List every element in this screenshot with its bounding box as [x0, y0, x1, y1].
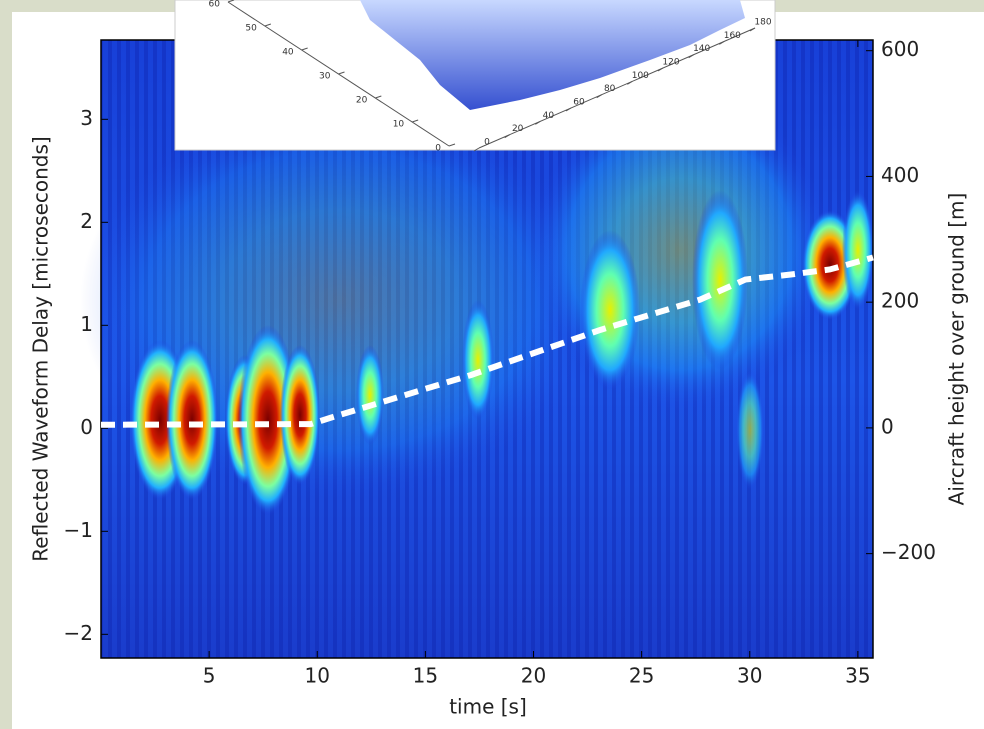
x-tick-label: 30 [737, 664, 762, 688]
y-tick-label: −1 [64, 518, 93, 542]
inset-x-tick-label: 20 [512, 124, 524, 134]
inset-axis [478, 27, 756, 149]
height-line [100, 254, 874, 428]
inset-x-tick [565, 107, 572, 112]
y-tick-label: 2 [80, 209, 93, 233]
inset-x-tick [535, 120, 541, 125]
inset-x-tick-label: 40 [543, 111, 555, 121]
inset-y-tick [264, 23, 271, 27]
inset-y-tick-label: 10 [393, 120, 405, 130]
inset-y-tick [338, 71, 345, 75]
inset-x-tick-label: 80 [604, 84, 616, 94]
x-axis-label: time [s] [449, 695, 527, 719]
inset-x-tick [688, 54, 694, 59]
x-tick-label: 15 [413, 664, 438, 688]
inset-x-tick [504, 134, 510, 139]
x-tick-label: 5 [203, 664, 216, 688]
inset-x-tick [719, 40, 725, 45]
inset-x-tick-label: 160 [724, 31, 741, 41]
inset-y-tick-label: 30 [319, 72, 331, 82]
inset-x-tick [749, 27, 756, 32]
inset-y-tick [227, 0, 235, 3]
inset-x-tick-label: 140 [693, 44, 710, 54]
y2-axis-label: Aircraft height over ground [m] [945, 193, 969, 506]
y-axis-label: Reflected Waveform Delay [microseconds] [29, 136, 53, 561]
y2-tick-label: 0 [881, 414, 894, 438]
inset-y-tick [301, 47, 308, 51]
inset-y-tick-label: 60 [209, 0, 221, 10]
inset-x-tick-label: 180 [754, 18, 771, 28]
inset-y-tick [448, 143, 456, 147]
inset-y-tick-label: 40 [282, 48, 294, 58]
inset-plot: 0 20 40 60 80 100 120 140 160 180 0 10 20 30 40 50 60 [174, 0, 776, 154]
inset-x-tick [627, 80, 633, 85]
y-tick-label: −2 [64, 621, 93, 645]
y-tick-label: 1 [80, 312, 93, 336]
inset-x-tick [473, 147, 480, 152]
inset-x-tick-label: 60 [573, 98, 585, 108]
y2-tick-label: 200 [881, 289, 919, 313]
inset-x-tick-label: 100 [632, 71, 649, 81]
inset-y-tick-label: 0 [435, 144, 441, 154]
inset-x-tick [657, 67, 664, 72]
y-tick-label: 0 [80, 415, 93, 439]
y2-tick-label: 600 [881, 37, 919, 61]
x-tick-label: 20 [521, 664, 546, 688]
y2-tick-label: −200 [881, 540, 936, 564]
y-tick-label: 3 [80, 106, 93, 130]
x-tick-label: 25 [629, 664, 654, 688]
inset-x-tick-label: 120 [662, 58, 679, 68]
inset-x-tick-label: 0 [484, 138, 490, 148]
surface [360, 0, 745, 110]
inset-y-tick-label: 20 [356, 96, 368, 106]
inset-y-tick [375, 95, 382, 99]
y2-tick-label: 400 [881, 163, 919, 187]
x-tick-label: 10 [305, 664, 330, 688]
inset-x-tick [596, 94, 602, 99]
inset-y-tick [412, 119, 419, 123]
x-tick-label: 35 [845, 664, 870, 688]
inset-y-tick-label: 50 [245, 24, 257, 34]
